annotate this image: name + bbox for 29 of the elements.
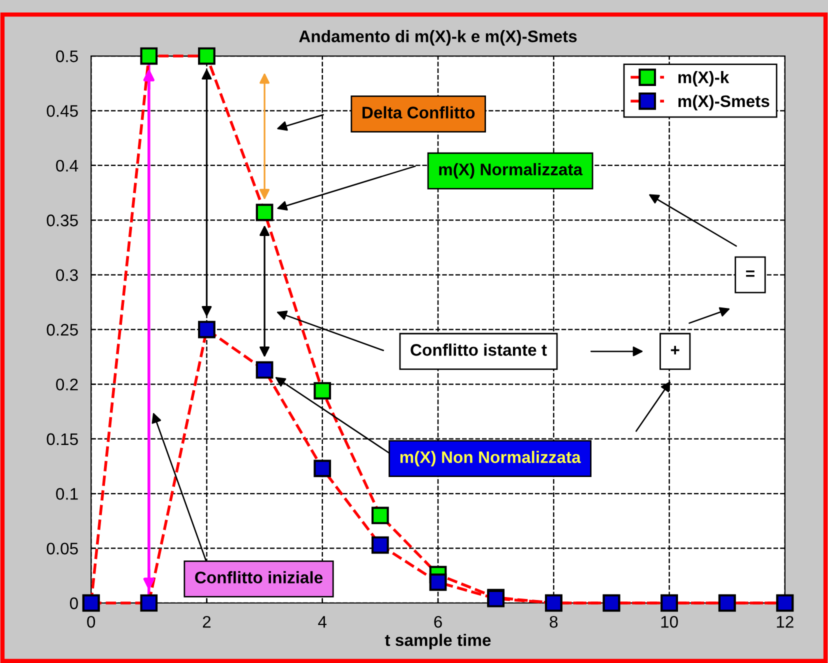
chart-title: Andamento di m(X)-k e m(X)-Smets bbox=[299, 30, 577, 46]
y-tick-label: 0.25 bbox=[46, 324, 78, 336]
x-axis-title: t sample time bbox=[384, 634, 491, 650]
y-tick-label: 0.4 bbox=[56, 160, 78, 172]
y-tick-label: 0.35 bbox=[46, 214, 78, 226]
annotation: Conflitto iniziale bbox=[195, 571, 323, 584]
y-tick-label: 0.5 bbox=[56, 50, 78, 62]
y-tick-label: 0.3 bbox=[56, 269, 78, 282]
legend-label: m(X)-k bbox=[678, 71, 730, 87]
annotation: = bbox=[746, 270, 754, 277]
x-tick-label: 8 bbox=[550, 616, 558, 628]
y-tick-label: 0.15 bbox=[46, 433, 78, 446]
x-tick-label: 6 bbox=[434, 616, 442, 628]
x-tick-label: 4 bbox=[318, 616, 327, 628]
annotation: Delta Conflitto bbox=[362, 106, 475, 118]
annotation: m(X) Non Normalizzata bbox=[400, 450, 581, 466]
x-tick-label: 12 bbox=[776, 616, 794, 628]
x-tick-label: 2 bbox=[202, 616, 211, 628]
x-tick-label: 0 bbox=[87, 616, 96, 628]
y-tick-label: 0.1 bbox=[56, 488, 78, 500]
y-tick-label: 0.2 bbox=[56, 378, 78, 390]
y-tick-label: 0 bbox=[70, 597, 78, 610]
annotation: Conflitto istante t bbox=[410, 344, 547, 356]
y-tick-label: 0.45 bbox=[46, 105, 78, 117]
x-tick-label: 10 bbox=[661, 616, 678, 628]
annotation: + bbox=[670, 346, 680, 354]
annotation: m(X) Normalizzata bbox=[439, 163, 583, 179]
legend-label: m(X)-Smets bbox=[678, 94, 770, 110]
y-tick-label: 0.05 bbox=[46, 542, 78, 555]
